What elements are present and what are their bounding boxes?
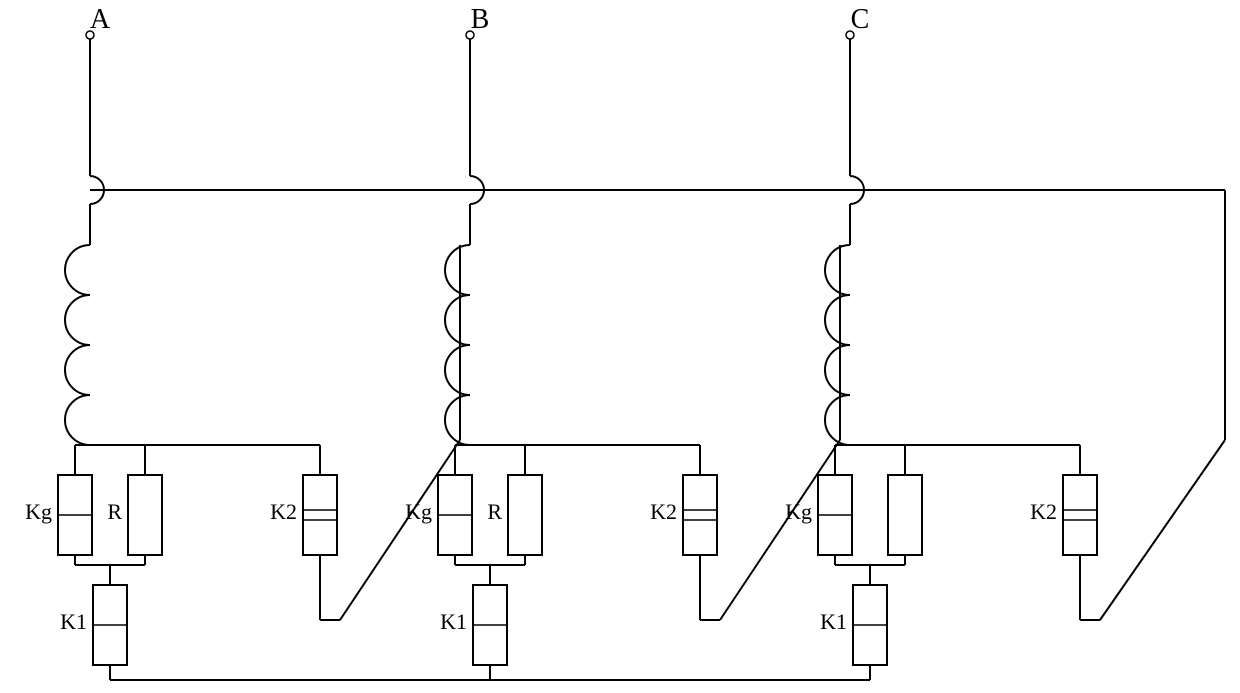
kg-label: Kg [405,499,432,524]
kg-label: Kg [785,499,812,524]
kg-label: Kg [25,499,52,524]
k1-label: K1 [820,609,847,634]
r-label: R [487,499,502,524]
k1-label: K1 [60,609,87,634]
circuit-diagram: A Kg R K1 K2 B Kg R K1 K2 C Kg K1 K2 [0,0,1240,693]
phase-label-B: B [471,4,490,35]
phase-label-C: C [851,4,870,35]
k2-label: K2 [1030,499,1057,524]
k2-label: K2 [650,499,677,524]
k1-label: K1 [440,609,467,634]
phase-label-A: A [90,4,111,35]
k2-label: K2 [270,499,297,524]
r-label: R [107,499,122,524]
